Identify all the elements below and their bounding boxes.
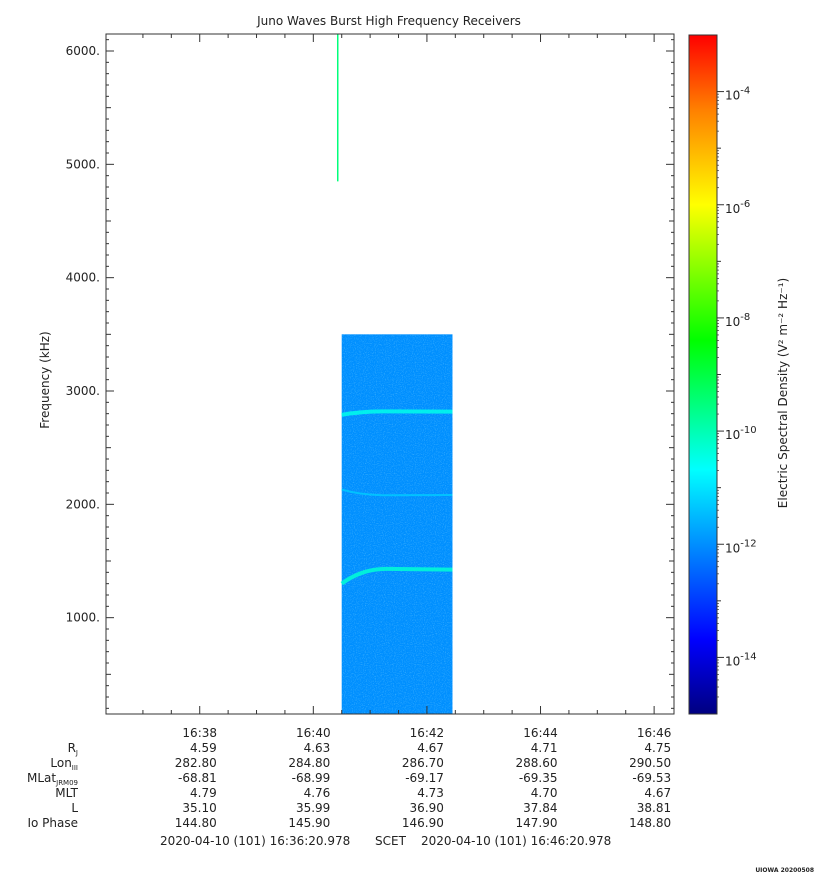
spectrogram-noise bbox=[341, 334, 453, 714]
ephemeris-row-label: L bbox=[71, 801, 78, 815]
ephemeris-value: 4.71 bbox=[531, 741, 558, 755]
ephemeris-value: 37.84 bbox=[523, 801, 557, 815]
ephemeris-value: 286.70 bbox=[402, 756, 444, 770]
y-tick-label: 1000. bbox=[66, 611, 100, 625]
plot-frame bbox=[105, 33, 675, 715]
x-tick-label: 16:40 bbox=[296, 726, 331, 740]
ephemeris-value: 148.80 bbox=[629, 816, 671, 830]
ephemeris-value: 35.99 bbox=[296, 801, 330, 815]
ephemeris-value: 38.81 bbox=[637, 801, 671, 815]
ephemeris-value: 35.10 bbox=[182, 801, 216, 815]
ephemeris-value: 144.80 bbox=[175, 816, 217, 830]
ephemeris-value: 145.90 bbox=[288, 816, 330, 830]
colorbar-tick-label: 10-10 bbox=[725, 425, 757, 442]
time-scet-label: SCET bbox=[375, 834, 407, 848]
emission-band-3 bbox=[340, 566, 453, 586]
ephemeris-value: -68.81 bbox=[178, 771, 217, 785]
ephemeris-value: 282.80 bbox=[175, 756, 217, 770]
y-tick-label: 2000. bbox=[66, 497, 100, 511]
plot-area bbox=[105, 33, 675, 715]
x-tick-label: 16:38 bbox=[182, 726, 217, 740]
colorbar-gradient bbox=[688, 34, 718, 715]
ephemeris-value: 4.59 bbox=[190, 741, 217, 755]
colorbar-tick-label: 10-4 bbox=[725, 86, 750, 103]
ephemeris-value: -69.53 bbox=[632, 771, 671, 785]
ephemeris-value: 4.63 bbox=[304, 741, 331, 755]
ephemeris-value: -69.17 bbox=[405, 771, 444, 785]
y-axis: 1000. 2000. 3000. 4000. 5000. 6000. bbox=[66, 39, 674, 709]
ephemeris-value: 146.90 bbox=[402, 816, 444, 830]
footer-stamp: UIOWA 20200508 bbox=[755, 867, 814, 874]
ephemeris-table: RJ 4.59 4.63 4.67 4.71 4.75 LonIII 282.80 284.80… bbox=[27, 741, 671, 830]
colorbar-tick-label: 10-6 bbox=[725, 199, 750, 216]
x-tick-label: 16:44 bbox=[523, 726, 558, 740]
ephemeris-value: 4.75 bbox=[644, 741, 671, 755]
colorbar-tick-label: 10-8 bbox=[725, 312, 750, 329]
y-axis-label: Frequency (kHz) bbox=[38, 331, 52, 428]
time-end: 2020-04-10 (101) 16:46:20.978 bbox=[421, 834, 611, 848]
colorbar: 10-14 10-12 10-10 10-8 10-6 10-4 bbox=[688, 34, 757, 715]
y-tick-label: 6000. bbox=[66, 44, 100, 58]
colorbar-tick-label: 10-12 bbox=[725, 538, 757, 555]
ephemeris-row-label: MLT bbox=[55, 786, 78, 800]
ephemeris-value: -68.99 bbox=[292, 771, 331, 785]
ephemeris-row-label: MLatJRM09 bbox=[27, 771, 78, 787]
time-start: 2020-04-10 (101) 16:36:20.978 bbox=[160, 834, 350, 848]
y-tick-label: 3000. bbox=[66, 384, 100, 398]
emission-band-1 bbox=[341, 409, 453, 417]
ephemeris-row-label: RJ bbox=[68, 741, 78, 757]
emission-band-2 bbox=[341, 488, 453, 497]
y-tick-label: 4000. bbox=[66, 271, 100, 285]
x-axis: 16:38 16:40 16:42 16:44 16:46 bbox=[142, 34, 672, 740]
x-tick-label: 16:42 bbox=[410, 726, 445, 740]
chart-title: Juno Waves Burst High Frequency Receiver… bbox=[256, 14, 521, 28]
ephemeris-value: 4.76 bbox=[304, 786, 331, 800]
ephemeris-value: 4.67 bbox=[417, 741, 444, 755]
ephemeris-value: -69.35 bbox=[519, 771, 558, 785]
time-range: 2020-04-10 (101) 16:36:20.978 SCET 2020-… bbox=[160, 834, 611, 848]
ephemeris-value: 4.67 bbox=[644, 786, 671, 800]
ephemeris-value: 4.79 bbox=[190, 786, 217, 800]
ephemeris-value: 290.50 bbox=[629, 756, 671, 770]
ephemeris-row-label: Io Phase bbox=[27, 816, 78, 830]
colorbar-label: Electric Spectral Density (V² m⁻² Hz⁻¹) bbox=[776, 278, 790, 508]
ephemeris-value: 4.73 bbox=[417, 786, 444, 800]
ephemeris-value: 284.80 bbox=[288, 756, 330, 770]
colorbar-tick-label: 10-14 bbox=[725, 651, 757, 668]
ephemeris-value: 4.70 bbox=[531, 786, 558, 800]
y-tick-label: 5000. bbox=[66, 157, 100, 171]
ephemeris-value: 36.90 bbox=[410, 801, 444, 815]
ephemeris-value: 147.90 bbox=[516, 816, 558, 830]
ephemeris-row-label: LonIII bbox=[50, 756, 78, 772]
ephemeris-value: 288.60 bbox=[516, 756, 558, 770]
x-tick-label: 16:46 bbox=[637, 726, 672, 740]
